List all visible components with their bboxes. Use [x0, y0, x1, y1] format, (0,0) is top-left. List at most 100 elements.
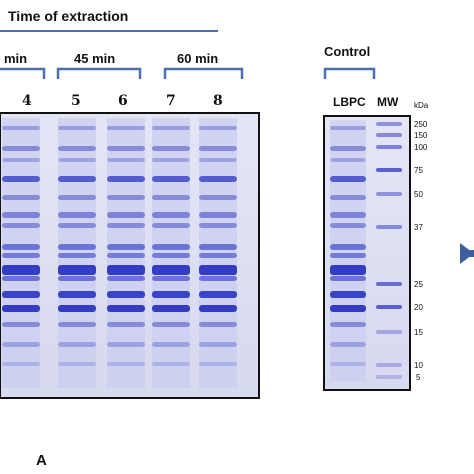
gel-band [330, 146, 366, 151]
gel-band [330, 158, 366, 162]
gel-band [152, 146, 190, 151]
gel-band [58, 342, 96, 347]
ladder-band [376, 168, 402, 172]
mw-tick-5: 5 [416, 373, 421, 382]
gel-band [107, 146, 145, 151]
gel-band [58, 276, 96, 281]
gel-band [199, 253, 237, 258]
bracket-group-3 [163, 67, 244, 79]
gel-band [107, 176, 145, 182]
group-label-3: 60 min [177, 51, 219, 66]
control-lane-lbpc: LBPC [333, 95, 366, 109]
ladder-band [376, 305, 402, 309]
control-lane-mw: MW [377, 95, 399, 109]
gel-band [152, 158, 190, 162]
gel-band [199, 322, 237, 327]
gel-band [330, 195, 366, 200]
gel-band [58, 195, 96, 200]
gel-band [58, 244, 96, 250]
gel-band [330, 253, 366, 258]
ladder-band [376, 375, 402, 379]
ladder-band [376, 330, 402, 334]
gel-band [330, 276, 366, 281]
gel-band [107, 126, 145, 130]
gel-band [107, 223, 145, 228]
gel-band [152, 291, 190, 298]
gel-band [58, 126, 96, 130]
mw-tick-100: 100 [414, 143, 428, 152]
gel-band [2, 342, 40, 347]
gel-band [107, 265, 145, 275]
gel-band [199, 244, 237, 250]
gel-band [58, 223, 96, 228]
gel-band [152, 276, 190, 281]
gel-band [2, 223, 40, 228]
mw-tick-250: 250 [414, 120, 428, 129]
mw-tick-25: 25 [414, 280, 423, 289]
bracket-group-2 [56, 67, 142, 79]
gel-band [2, 253, 40, 258]
ladder-band [376, 145, 402, 149]
gel-band [330, 322, 366, 327]
figure-title: Time of extraction [8, 8, 129, 24]
gel-band [107, 305, 145, 312]
gel-band [152, 223, 190, 228]
ladder-band [376, 363, 402, 367]
gel-band [199, 265, 237, 275]
gel-band [58, 253, 96, 258]
lane-label-6: 6 [118, 93, 128, 109]
kda-unit-label: kDa [414, 101, 429, 110]
gel-band [199, 291, 237, 298]
gel-band [107, 158, 145, 162]
gel-band [152, 322, 190, 327]
gel-band [199, 158, 237, 162]
gel-band [107, 253, 145, 258]
mw-tick-20: 20 [414, 303, 423, 312]
lane-label-4: 4 [22, 93, 32, 109]
lbpc-lane [330, 120, 366, 382]
gel-band [152, 265, 190, 275]
gel-band [2, 126, 40, 130]
gel-band [152, 126, 190, 130]
gel-band [2, 276, 40, 281]
gel-band [330, 342, 366, 347]
gel-band [152, 362, 190, 366]
gel-band [107, 322, 145, 327]
gel-band [58, 362, 96, 366]
gel-band [107, 342, 145, 347]
control-gel [323, 115, 411, 391]
gel-band [152, 195, 190, 200]
mw-tick-15: 15 [414, 328, 423, 337]
lane-label-5: 5 [71, 93, 81, 109]
group-label-1: min [4, 51, 28, 66]
gel-band [152, 176, 190, 182]
ladder-band [376, 225, 402, 229]
gel-band [58, 265, 96, 275]
mw-tick-75: 75 [414, 166, 423, 175]
gel-band [58, 146, 96, 151]
gel-band [2, 244, 40, 250]
gel-band [2, 212, 40, 218]
gel-band [58, 212, 96, 218]
gel-band [107, 244, 145, 250]
gel-band [2, 305, 40, 312]
gel-band [199, 176, 237, 182]
gel-band [330, 126, 366, 130]
ladder-band [376, 133, 402, 137]
gel-band [107, 212, 145, 218]
bracket-control [323, 67, 376, 79]
gel-band [330, 362, 366, 366]
gel-band [199, 146, 237, 151]
mw-tick-150: 150 [414, 131, 428, 140]
gel-band [107, 195, 145, 200]
gel-band [58, 322, 96, 327]
gel-band [58, 176, 96, 182]
panel-letter: A [36, 452, 47, 469]
gel-band [2, 322, 40, 327]
gel-band [330, 291, 366, 298]
lane-label-8: 8 [213, 93, 223, 109]
gel-band [199, 362, 237, 366]
main-gel [0, 112, 260, 399]
gel-band [2, 291, 40, 298]
main-gel-lane [2, 118, 40, 388]
